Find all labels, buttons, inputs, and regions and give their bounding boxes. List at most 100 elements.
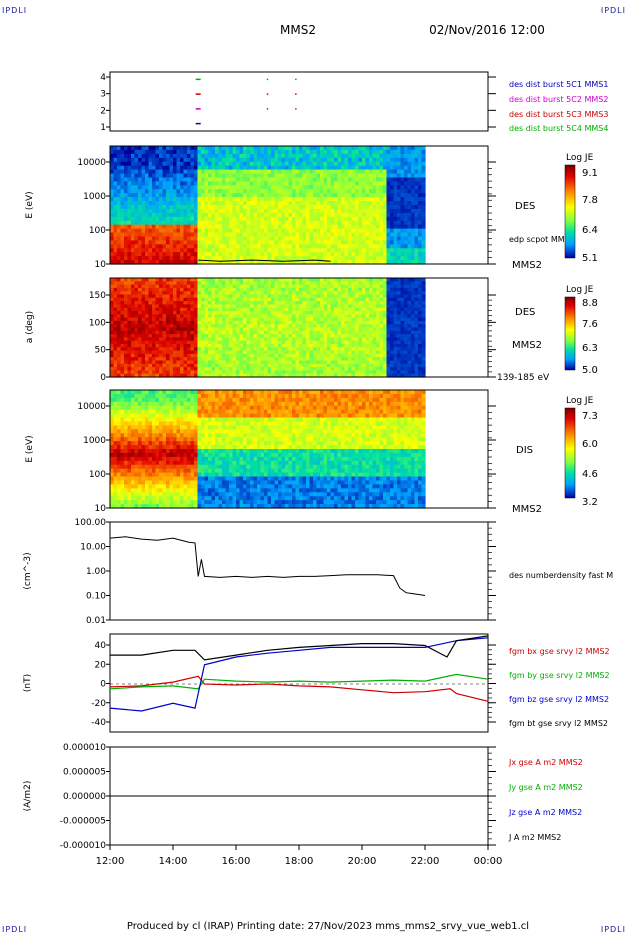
spectrogram-cell [341, 317, 346, 322]
spectrogram-cell [124, 189, 129, 194]
spectrogram-cell [330, 311, 335, 315]
spectrogram-cell [390, 185, 395, 190]
spectrogram-cell [120, 205, 125, 210]
spectrogram-cell [138, 291, 143, 296]
spectrogram-cell [250, 149, 255, 155]
spectrogram-cell [215, 350, 220, 355]
spectrogram-cell [337, 353, 342, 358]
spectrogram-cell [229, 256, 234, 261]
spectrogram-cell [204, 146, 209, 151]
spectrogram-cell [383, 189, 388, 194]
spectrogram-cell [211, 281, 216, 286]
spectrogram-cell [365, 248, 370, 253]
spectrogram-cell [211, 244, 216, 249]
spectrogram-cell [145, 294, 150, 299]
spectrogram-cell [187, 357, 192, 362]
spectrogram-cell [215, 165, 220, 171]
spectrogram-cell [197, 228, 202, 234]
spectrogram-cell [348, 181, 353, 186]
spectrogram-cell [201, 216, 206, 222]
spectrogram-cell [134, 240, 139, 245]
spectrogram-cell [327, 304, 332, 309]
spectrogram-cell [348, 248, 353, 253]
spectrogram-cell [358, 201, 363, 206]
spectrogram-cell [285, 185, 290, 190]
spectrogram-cell [288, 353, 293, 358]
spectrogram-cell [180, 294, 185, 299]
spectrogram-cell [152, 367, 157, 371]
spectrogram-cell [148, 317, 153, 322]
spectrogram-cell [404, 224, 409, 230]
spectrogram-cell [222, 324, 227, 329]
spectrogram-cell [176, 337, 181, 342]
spectrogram-cell [208, 353, 213, 358]
spectrogram-cell [162, 193, 167, 198]
spectrogram-cell [365, 301, 370, 305]
spectrogram-cell [292, 311, 297, 315]
spectrogram-cell [194, 212, 199, 218]
spectrogram-cell [173, 173, 178, 179]
spectrogram-cell [316, 169, 321, 175]
spectrogram-cell [362, 291, 367, 296]
spectrogram-cell [236, 353, 241, 358]
spectrogram-cell [166, 208, 171, 214]
spectrogram-cell [180, 236, 185, 241]
spectrogram-cell [176, 173, 181, 179]
spectrogram-cell [243, 189, 248, 194]
spectrogram-cell [127, 216, 132, 222]
spectrogram-cell [176, 208, 181, 214]
spectrogram-cell [309, 224, 314, 230]
spectrogram-cell [320, 344, 325, 348]
spectrogram-cell [379, 177, 384, 182]
spectrogram-cell [152, 236, 157, 241]
spectrogram-cell [351, 256, 356, 261]
spectrogram-cell [379, 216, 384, 222]
spectrogram-cell [411, 212, 416, 218]
spectrogram-cell [351, 363, 356, 368]
spectrogram-cell [124, 165, 129, 171]
spectrogram-cell [194, 304, 199, 309]
spectrogram-cell [337, 153, 342, 159]
spectrogram-cell [204, 350, 209, 355]
spectrogram-cell [288, 304, 293, 309]
spectrogram-cell [362, 157, 367, 163]
spectrogram-cell [355, 161, 360, 167]
spectrogram-cell [358, 347, 363, 352]
spectrogram-cell [418, 208, 423, 214]
spectrogram-cell [120, 297, 125, 302]
spectrogram-cell [124, 363, 129, 368]
spectrogram-cell [201, 208, 206, 214]
spectrogram-cell [187, 228, 192, 234]
spectrogram-cell [302, 236, 307, 241]
spectrogram-cell [162, 311, 167, 315]
spectrogram-cell [404, 256, 409, 261]
spectrogram-cell [194, 248, 199, 253]
spectrogram-cell [418, 220, 423, 226]
spectrogram-cell [337, 177, 342, 182]
spectrogram-cell [183, 220, 188, 226]
spectrogram-cell [306, 347, 311, 352]
spectrogram-cell [330, 197, 335, 202]
spectrogram-cell [313, 161, 318, 167]
spectrogram-cell [334, 185, 339, 190]
spectrogram-cell [215, 340, 220, 345]
spectrogram-cell [176, 228, 181, 234]
spectrogram-cell [173, 281, 178, 286]
spectrogram-cell [316, 224, 321, 230]
spectrogram-cell [302, 304, 307, 309]
spectrogram-cell [152, 173, 157, 179]
spectrogram-cell [187, 363, 192, 368]
spectrogram-cell [225, 324, 230, 329]
spectrogram-cell [110, 240, 115, 245]
spectrogram-cell [341, 334, 346, 338]
spectrogram-cell [264, 236, 269, 241]
spectrogram-cell [302, 212, 307, 218]
spectrogram-cell [341, 330, 346, 335]
spectrogram-cell [246, 330, 251, 335]
spectrogram-cell [278, 304, 283, 309]
spectrogram-cell [183, 248, 188, 253]
spectrogram-cell [176, 320, 181, 325]
spectrogram-cell [183, 297, 188, 302]
spectrogram-cell [362, 353, 367, 358]
spectrogram-cell [393, 232, 398, 238]
